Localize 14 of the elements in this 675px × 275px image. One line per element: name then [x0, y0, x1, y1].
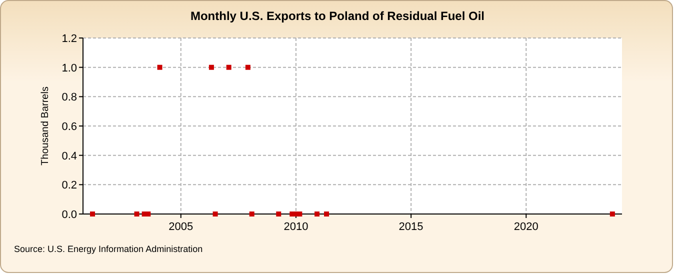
x-tick-label: 2015: [398, 221, 424, 233]
y-axis-title: Thousand Barrels: [40, 86, 51, 166]
y-tick-label: 0.2: [62, 180, 77, 192]
x-tick-label: 2005: [168, 221, 194, 233]
y-tick-label: 0.6: [62, 121, 77, 133]
y-tick-label: 1.2: [62, 33, 77, 45]
chart-title: Monthly U.S. Exports to Poland of Residual Fuel Oil: [190, 9, 485, 23]
x-tick-label: 2020: [514, 221, 538, 233]
y-tick-label: 0.0: [62, 209, 77, 221]
x-tick-label: 2010: [284, 221, 308, 233]
y-tick-label: 0.8: [62, 92, 77, 104]
y-tick-label: 1.0: [62, 62, 77, 74]
source-note: Source: U.S. Energy Information Administration: [14, 244, 203, 254]
y-tick-label: 0.4: [62, 150, 77, 162]
